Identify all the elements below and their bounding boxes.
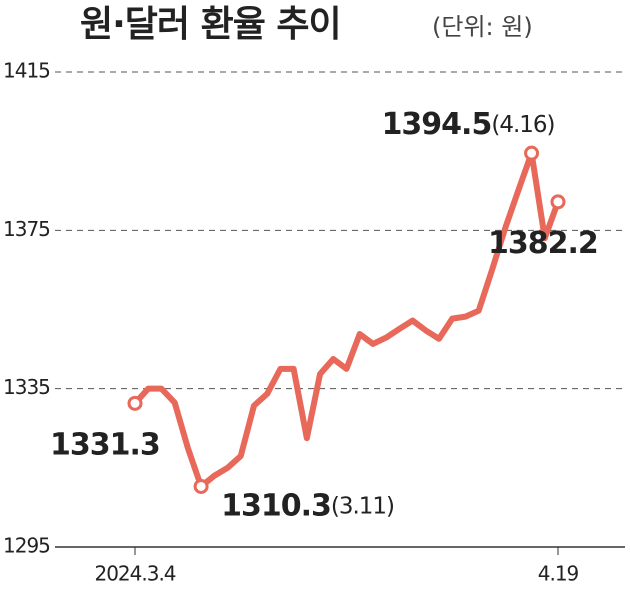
marker [550, 194, 566, 210]
value-label-date: (4.16) [491, 112, 554, 138]
x-tick-label: 4.19 [538, 562, 579, 586]
marker [193, 478, 209, 494]
line [132, 150, 561, 490]
marker [524, 145, 540, 161]
value-label-number: 1382.2 [488, 225, 598, 260]
y-tick-label: 1375 [3, 217, 50, 241]
y-tick-label: 1415 [3, 59, 50, 83]
value-label-number: 1310.3 [221, 488, 331, 523]
value-label-number: 1394.5 [382, 107, 492, 142]
value-label: 1310.3(3.11) [221, 488, 394, 523]
value-label: 1394.5(4.16) [382, 107, 555, 142]
value-label: 1331.3 [50, 427, 160, 462]
y-tick-label: 1295 [3, 534, 50, 558]
chart-subtitle: (단위: 원) [432, 13, 533, 41]
chart-title: 원·달러 환율 추이 [80, 4, 341, 45]
y-tick-label: 1335 [3, 375, 50, 399]
marker [127, 395, 143, 411]
value-label-number: 1331.3 [50, 427, 160, 462]
x-tick-label: 2024.3.4 [94, 562, 175, 586]
value-label-date: (3.11) [331, 493, 394, 519]
value-label: 1382.2 [488, 225, 598, 260]
